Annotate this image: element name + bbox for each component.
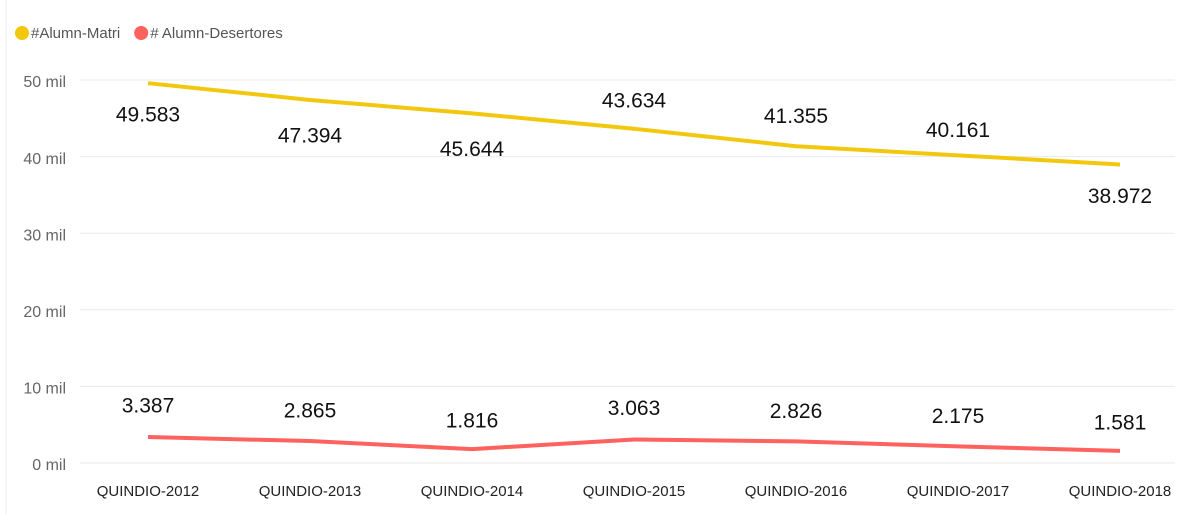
x-tick-label: QUINDIO-2015 bbox=[583, 483, 686, 500]
series-line bbox=[147, 435, 1121, 453]
legend-label: # Alumn-Desertores bbox=[150, 25, 283, 42]
legend-label: #Alumn-Matri bbox=[31, 25, 120, 42]
x-tick-label: QUINDIO-2013 bbox=[259, 483, 362, 500]
data-label: 1.816 bbox=[446, 410, 499, 433]
y-tick-label: 20 mil bbox=[23, 304, 66, 321]
data-label: 2.826 bbox=[770, 400, 823, 423]
x-tick-label: QUINDIO-2018 bbox=[1069, 483, 1172, 500]
data-label: 2.175 bbox=[932, 405, 985, 428]
y-tick-label: 10 mil bbox=[23, 381, 66, 398]
data-label: 49.583 bbox=[116, 104, 180, 127]
data-label: 38.972 bbox=[1088, 185, 1152, 208]
y-tick-label: 40 mil bbox=[23, 151, 66, 168]
data-label: 2.865 bbox=[284, 400, 337, 423]
data-label: 1.581 bbox=[1094, 411, 1147, 434]
legend-marker bbox=[134, 26, 149, 40]
x-tick-label: QUINDIO-2016 bbox=[745, 483, 848, 500]
data-label: 3.063 bbox=[608, 397, 661, 420]
y-tick-label: 50 mil bbox=[23, 74, 66, 91]
x-tick-label: QUINDIO-2017 bbox=[907, 483, 1010, 500]
x-tick-label: QUINDIO-2014 bbox=[421, 483, 524, 500]
data-label: 47.394 bbox=[278, 125, 343, 148]
data-label: 40.161 bbox=[926, 119, 990, 142]
y-tick-label: 0 mil bbox=[32, 457, 66, 474]
legend-marker bbox=[15, 26, 29, 40]
y-tick-label: 30 mil bbox=[23, 227, 66, 244]
data-label: 45.644 bbox=[440, 138, 505, 161]
series-line bbox=[147, 81, 1121, 167]
data-label: 43.634 bbox=[602, 89, 667, 112]
x-tick-label: QUINDIO-2012 bbox=[97, 483, 200, 500]
data-label: 41.355 bbox=[764, 105, 828, 128]
data-label: 3.387 bbox=[122, 395, 175, 418]
